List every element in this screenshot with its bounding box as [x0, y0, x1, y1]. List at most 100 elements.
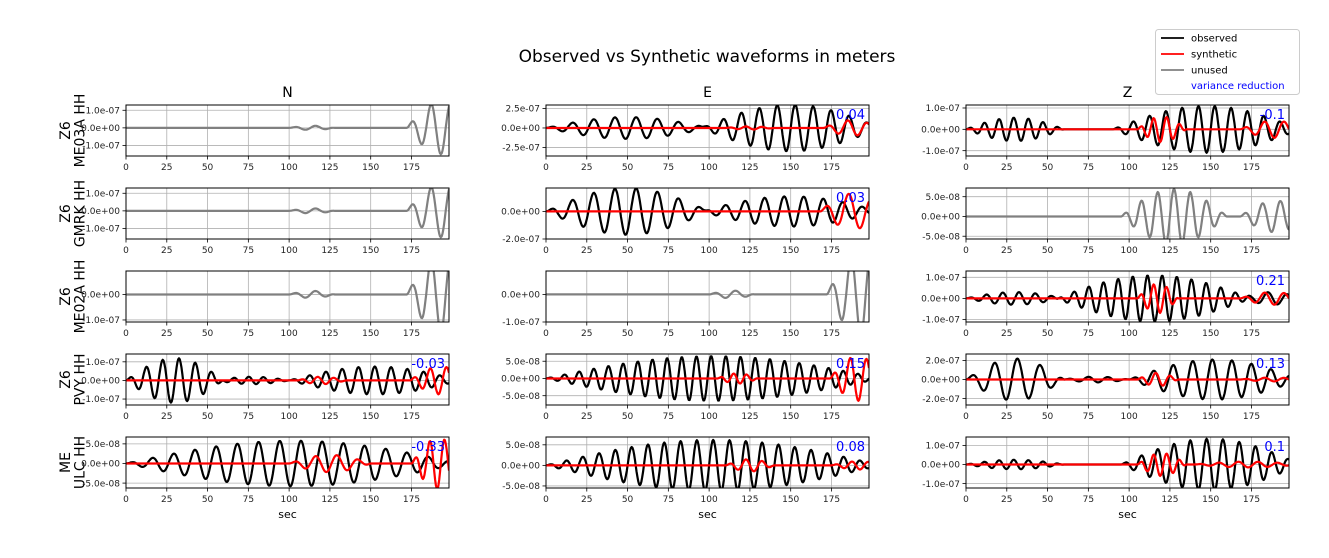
x-tick-label: 150: [782, 163, 799, 173]
y-tick-label: 1.0e-07: [925, 104, 960, 114]
axes-frame: [965, 104, 1290, 157]
network-code: Z6: [58, 287, 74, 306]
x-tick-label: 150: [782, 246, 799, 256]
y-tick-label: 0.0e+00: [81, 207, 120, 217]
legend-label-variance-reduction: variance reduction: [1191, 81, 1285, 92]
observed-trace: [126, 439, 449, 488]
variance-reduction-label: 0.03: [836, 191, 865, 206]
y-tick-label: 2.5e-07: [505, 105, 540, 115]
station-label: Z6ME03A HH: [58, 94, 89, 168]
x-tick-label: 25: [161, 163, 172, 173]
y-tick-label: 0.0e+00: [501, 462, 540, 472]
y-tick-label: 0.0e+00: [921, 295, 960, 305]
x-tick-label: 75: [1083, 495, 1094, 505]
x-tick-label: 125: [321, 163, 338, 173]
x-tick-label: 150: [362, 412, 379, 422]
x-tick-label: 75: [1083, 329, 1094, 339]
y-tick-label: -2.0e-07: [922, 395, 960, 405]
synthetic-trace: [546, 458, 869, 473]
station-label: MEULC HH: [58, 436, 89, 489]
subplot-ulc-e: 0 25 50 75 100 125 150 175 5.0e-08 0.0e+00 -5.0e-0…: [501, 436, 870, 521]
x-tick-label: 0: [123, 495, 129, 505]
x-tick-label: 100: [701, 163, 718, 173]
x-tick-label: 25: [1001, 495, 1012, 505]
y-tick-label: 0.0e+00: [921, 126, 960, 136]
variance-reduction-label: -0.1: [1260, 108, 1285, 123]
x-tick-label: 100: [281, 412, 298, 422]
y-tick-label: 0.0e+00: [501, 208, 540, 218]
x-tick-label: 0: [963, 163, 969, 173]
subplot-me03a-n: 0 25 50 75 100 125 150 175 1.0e-07 0.0e+00 -1.0e-0…: [81, 104, 450, 173]
x-tick-label: 0: [543, 495, 549, 505]
y-tick-label: 1.0e-07: [925, 442, 960, 452]
x-tick-label: 175: [403, 246, 420, 256]
x-tick-label: 150: [362, 495, 379, 505]
x-tick-label: 75: [663, 163, 674, 173]
x-tick-label: 50: [622, 412, 634, 422]
x-tick-label: 75: [663, 246, 674, 256]
x-tick-label: 75: [663, 495, 674, 505]
subplot-pvy-z: 0 25 50 75 100 125 150 175 2.0e-07 0.0e+00 -2.0e-0…: [921, 353, 1290, 422]
x-tick-label: 150: [362, 329, 379, 339]
x-tick-label: 125: [321, 495, 338, 505]
axes-frame: [965, 436, 1290, 489]
station-label: Z6ME02A HH: [58, 260, 89, 334]
x-tick-label: 175: [1243, 412, 1260, 422]
x-tick-label: 175: [823, 329, 840, 339]
unused-trace: [966, 188, 1289, 239]
variance-reduction-label: 0.08: [836, 440, 865, 455]
subplot-pvy-n: 0 25 50 75 100 125 150 175 1.0e-07 0.0e+00 -1.0e-0…: [81, 353, 450, 422]
unused-trace: [126, 271, 449, 322]
unused-trace: [126, 105, 449, 156]
axes-frame: [125, 353, 450, 406]
x-tick-label: 125: [321, 329, 338, 339]
x-tick-label: 100: [1121, 163, 1138, 173]
x-tick-label: 25: [1001, 329, 1012, 339]
station-label: Z6PVY HH: [58, 353, 89, 405]
station-channel: ME02A HH: [73, 260, 89, 334]
x-tick-label: 125: [321, 246, 338, 256]
x-tick-label: 150: [782, 412, 799, 422]
x-tick-label: 25: [1001, 163, 1012, 173]
x-tick-label: 50: [202, 412, 214, 422]
y-tick-label: 0.0e+00: [81, 291, 120, 301]
y-tick-label: -1.0e-07: [922, 316, 960, 326]
x-tick-label: 25: [581, 329, 592, 339]
observed-trace: [966, 274, 1289, 322]
x-tick-label: 75: [1083, 246, 1094, 256]
x-tick-label: 150: [1202, 163, 1219, 173]
x-tick-label: 50: [622, 246, 634, 256]
synthetic-trace: [546, 119, 869, 137]
variance-reduction-label: 0.13: [1256, 357, 1285, 372]
x-tick-label: 100: [1121, 246, 1138, 256]
axes-frame: [545, 436, 870, 489]
axes-frame: [965, 187, 1290, 240]
y-tick-label: -1.0e-07: [502, 318, 540, 328]
x-tick-label: 125: [741, 246, 758, 256]
x-tick-label: 50: [1042, 163, 1054, 173]
station-channel: ULC HH: [73, 436, 89, 489]
x-tick-label: 0: [543, 246, 549, 256]
network-code: Z6: [58, 204, 74, 223]
subplot-gmrk-n: 0 25 50 75 100 125 150 175 1.0e-07 0.0e+00 -1.0e-0…: [81, 187, 450, 256]
synthetic-trace: [546, 356, 869, 402]
x-tick-label: 150: [1202, 412, 1219, 422]
x-tick-label: 175: [403, 329, 420, 339]
x-tick-label: 175: [823, 495, 840, 505]
network-code: Z6: [58, 370, 74, 389]
axes-frame: [545, 270, 870, 323]
y-tick-label: 0.0e+00: [921, 461, 960, 471]
synthetic-trace: [966, 371, 1289, 387]
axes-frame: [965, 270, 1290, 323]
figure-title: Observed vs Synthetic waveforms in meter…: [519, 47, 896, 67]
y-tick-label: -5.0e-08: [922, 232, 960, 242]
variance-reduction-label: -0.03: [411, 357, 445, 372]
x-tick-label: 0: [543, 329, 549, 339]
subplot-me02a-e: 0 25 50 75 100 125 150 175 0.0e+00 -1.0e-07: [501, 270, 870, 339]
observed-trace: [546, 105, 869, 153]
x-tick-label: 175: [1243, 246, 1260, 256]
station-channel: ME03A HH: [73, 94, 89, 168]
y-tick-label: 0.0e+00: [81, 460, 120, 470]
x-tick-label: 50: [622, 163, 634, 173]
x-tick-label: 75: [243, 412, 254, 422]
